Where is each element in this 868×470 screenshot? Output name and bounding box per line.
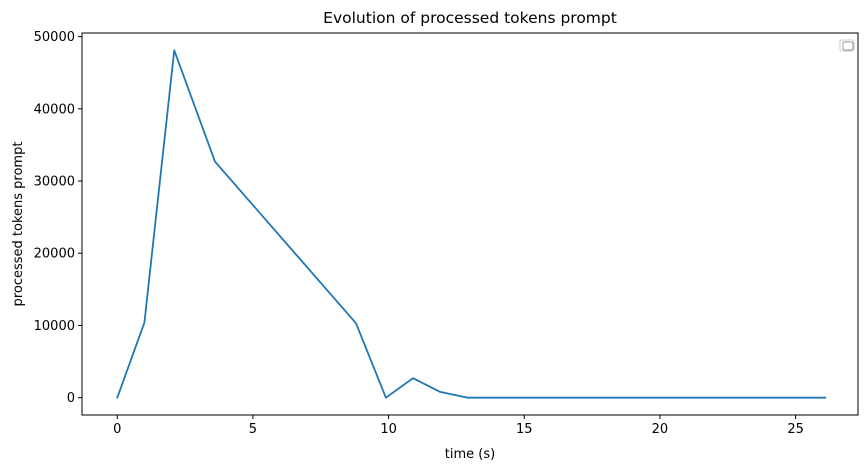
x-tick-label: 5 — [249, 422, 257, 437]
y-tick-label: 20000 — [34, 247, 75, 262]
y-tick-label: 30000 — [34, 175, 75, 190]
x-tick-label: 0 — [113, 422, 121, 437]
y-axis: 0 10000 20000 30000 40000 50000 — [34, 30, 82, 406]
plot-area — [81, 32, 859, 416]
y-tick-label: 40000 — [34, 102, 75, 117]
series-line — [116, 49, 827, 399]
y-axis-label: processed tokens prompt — [11, 142, 26, 307]
x-axis: 0 5 10 15 20 25 — [113, 415, 804, 437]
y-tick-label: 50000 — [34, 30, 75, 45]
y-tick-label: 10000 — [34, 319, 75, 334]
legend-box — [839, 39, 855, 52]
chart-title: Evolution of processed tokens prompt — [323, 9, 617, 27]
x-tick-label: 20 — [652, 422, 669, 437]
x-tick-label: 15 — [516, 422, 533, 437]
y-tick-label: 0 — [67, 391, 75, 406]
x-axis-label: time (s) — [445, 447, 495, 462]
x-tick-label: 10 — [380, 422, 397, 437]
series-layer — [116, 49, 827, 399]
x-tick-label: 25 — [787, 422, 804, 437]
